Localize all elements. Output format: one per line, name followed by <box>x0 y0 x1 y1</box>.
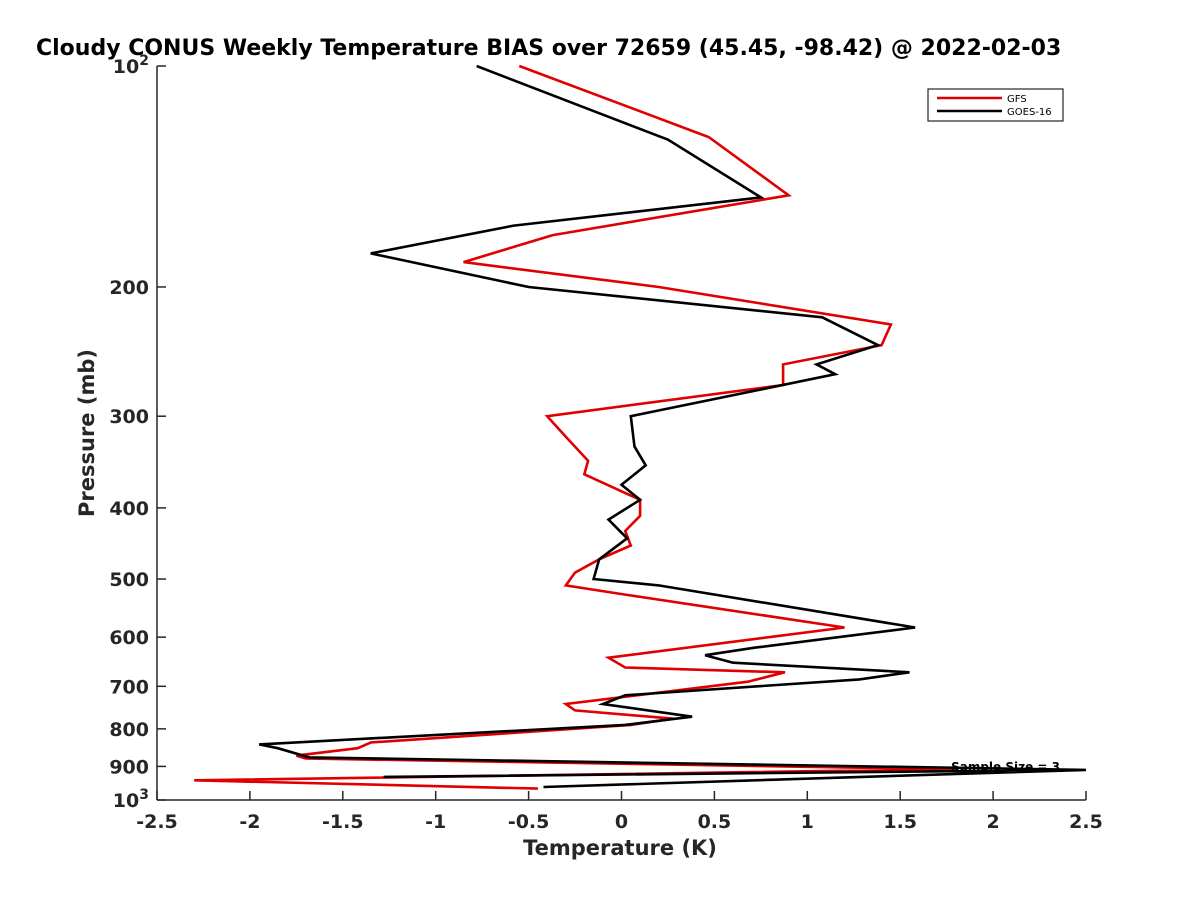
x-tick-label: -2 <box>239 811 260 833</box>
y-tick-label-exponent: 3 <box>139 787 149 803</box>
y-tick-label: 400 <box>109 498 149 520</box>
x-axis: -2.5 -2 -1.5 -1 -0.5 0 0.5 1 1.5 2 2.5 <box>136 791 1103 833</box>
x-tick-label: -1.5 <box>322 811 364 833</box>
y-tick-label: 200 <box>109 277 149 299</box>
y-tick-label-base: 10 <box>113 56 139 78</box>
y-tick-label: 700 <box>109 676 149 698</box>
y-tick-label: 600 <box>109 627 149 649</box>
legend-label: GOES-16 <box>1007 107 1052 118</box>
x-tick-label: -0.5 <box>508 811 550 833</box>
y-axis-label: Pressure (mb) <box>75 349 99 517</box>
x-tick-label: 0 <box>615 811 628 833</box>
sample-size-annotation: Sample Size = 3 <box>951 760 1060 774</box>
chart-title: Cloudy CONUS Weekly Temperature BIAS ove… <box>36 36 1061 61</box>
series-layer <box>194 64 1086 790</box>
x-tick-label: 1.5 <box>883 811 917 833</box>
y-tick-label: 500 <box>109 569 149 591</box>
y-tick-label-base: 10 <box>113 790 139 812</box>
series-line-goes-16 <box>258 64 1086 789</box>
x-tick-label: 1 <box>801 811 814 833</box>
x-tick-label: 2.5 <box>1069 811 1103 833</box>
x-tick-label: -2.5 <box>136 811 178 833</box>
y-tick-label: 102 <box>113 53 149 78</box>
y-tick-label: 800 <box>109 719 149 741</box>
legend-label: GFS <box>1007 94 1027 105</box>
x-tick-label: -1 <box>425 811 446 833</box>
x-axis-label: Temperature (K) <box>523 836 717 860</box>
x-tick-label: 2 <box>986 811 999 833</box>
y-tick-label-exponent: 2 <box>139 53 149 69</box>
y-tick-label: 103 <box>113 787 149 812</box>
legend: GFS GOES-16 <box>927 88 1064 122</box>
y-tick-label: 300 <box>109 406 149 428</box>
y-tick-label: 900 <box>109 756 149 778</box>
legend-box <box>927 88 1064 122</box>
series-line-gfs <box>194 64 953 790</box>
x-tick-label: 0.5 <box>698 811 732 833</box>
